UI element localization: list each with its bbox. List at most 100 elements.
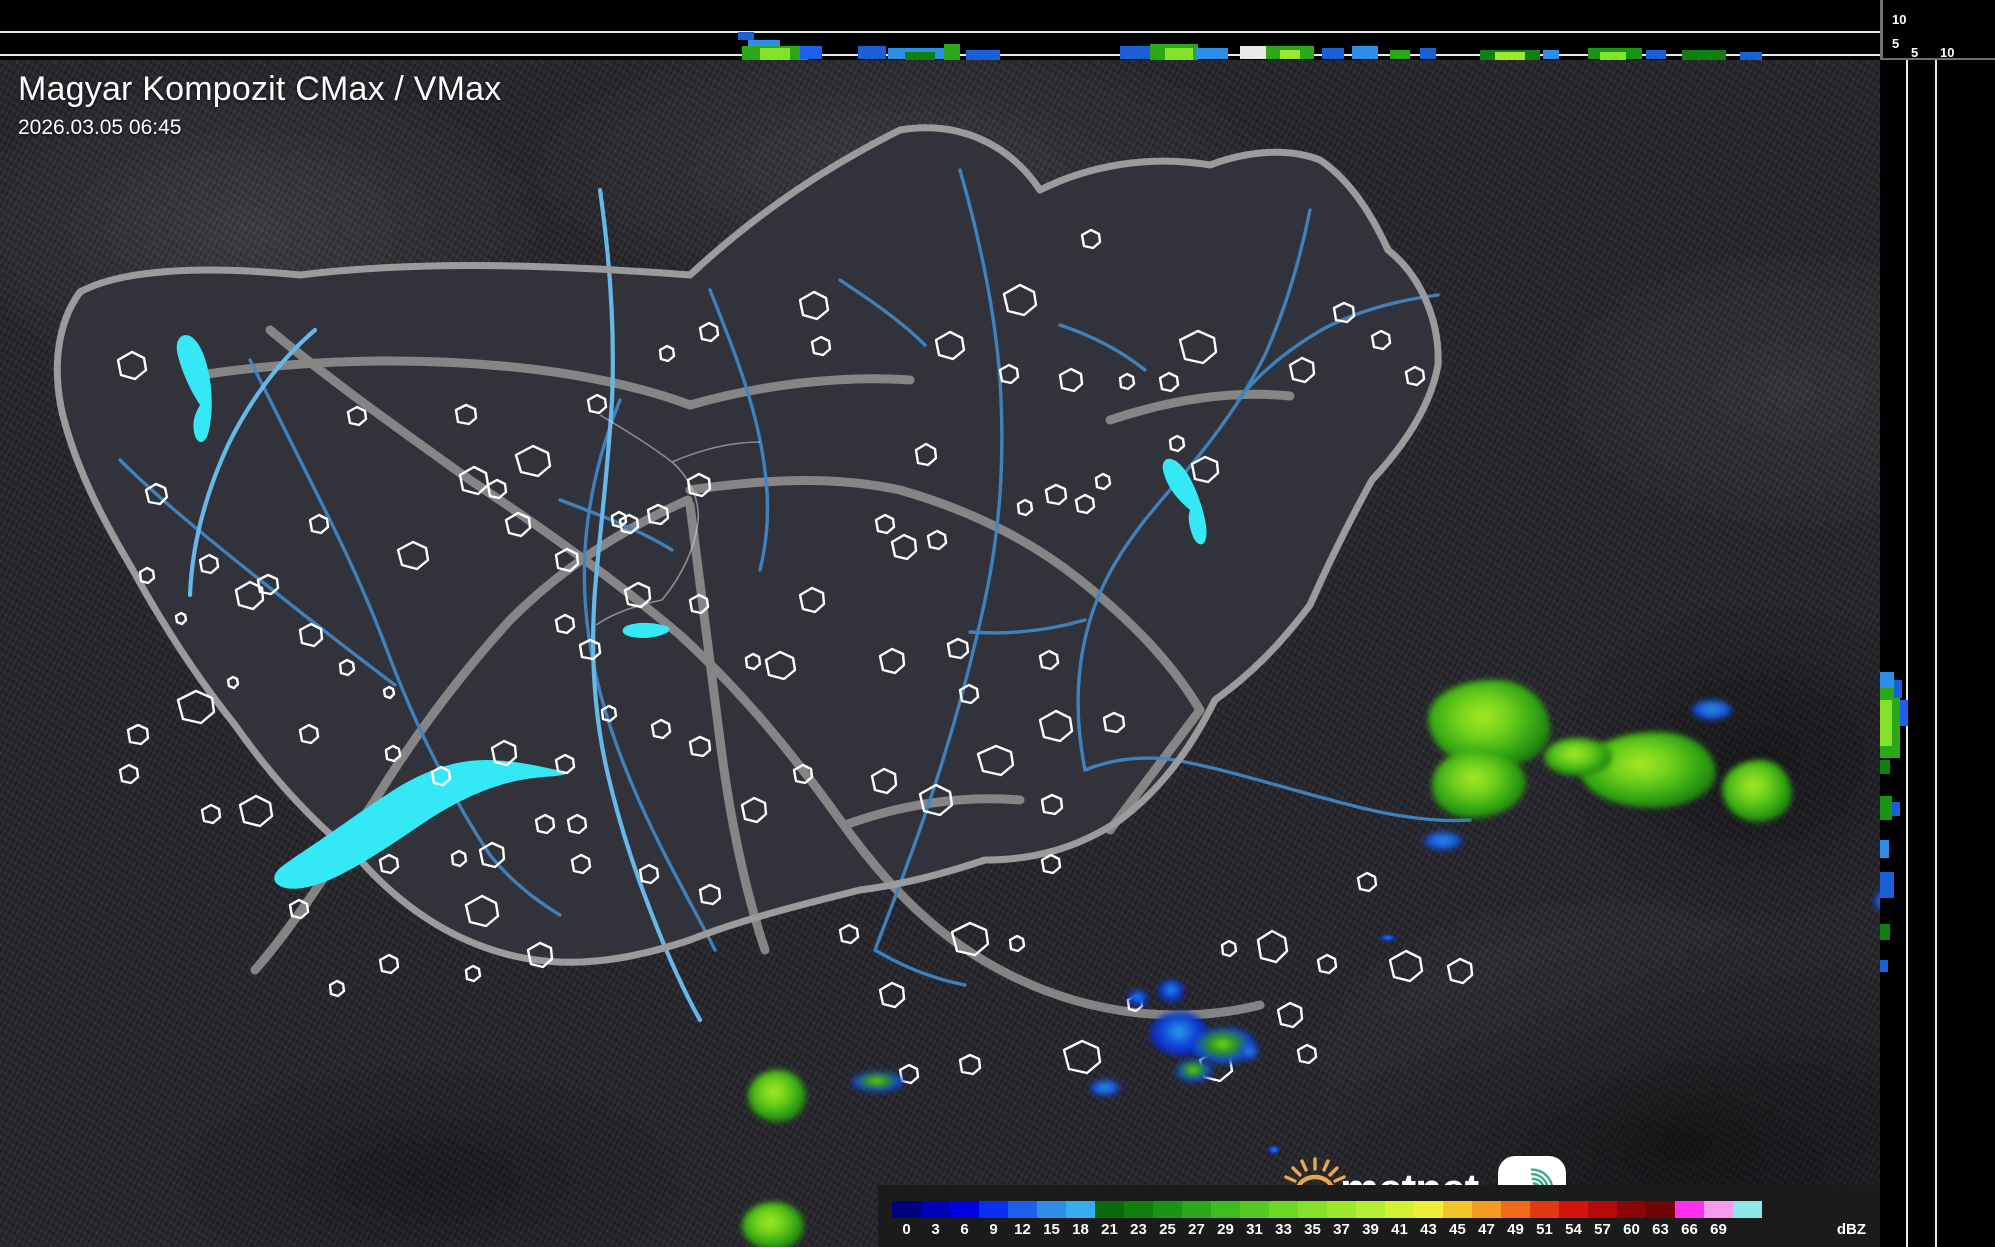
- colorbar-swatch: [1443, 1201, 1472, 1218]
- echo-s-cell-6: [1240, 1045, 1258, 1059]
- colorbar-swatch: [921, 1201, 950, 1218]
- colorbar-swatch: [1327, 1201, 1356, 1218]
- colorbar-tick-label: 3: [931, 1221, 940, 1238]
- colorbar-tick-label: 69: [1710, 1221, 1727, 1238]
- colorbar-tick-label: 31: [1246, 1221, 1263, 1238]
- colorbar-tick-label: 63: [1652, 1221, 1669, 1238]
- colorbar-swatch: [1240, 1201, 1269, 1218]
- echo-se-small-blue-2: [1424, 832, 1462, 850]
- colorbar-swatch: [1153, 1201, 1182, 1218]
- colorbar-gradient: [892, 1201, 1762, 1218]
- timestamp-label: 2026.03.05 06:45: [18, 115, 182, 139]
- colorbar-swatch: [1066, 1201, 1095, 1218]
- lake-layer: [176, 335, 1207, 889]
- lake-tisza: [1162, 458, 1207, 545]
- colorbar-tick-label: 27: [1188, 1221, 1205, 1238]
- colorbar-tick-label: 43: [1420, 1221, 1437, 1238]
- colorbar-swatch: [1182, 1201, 1211, 1218]
- echo-s-cell-3: [1158, 980, 1184, 1002]
- vmax-right-panel: [1880, 60, 1995, 1247]
- colorbar-swatch: [1095, 1201, 1124, 1218]
- colorbar-tick-label: 66: [1681, 1221, 1698, 1238]
- distance-tick-10: 10: [1940, 45, 1955, 60]
- colorbar-tick-label: 15: [1043, 1221, 1060, 1238]
- colorbar-swatch: [1501, 1201, 1530, 1218]
- colorbar-tick-label: 6: [960, 1221, 969, 1238]
- colorbar-swatch: [1008, 1201, 1037, 1218]
- echo-se-cluster-d: [1544, 738, 1612, 776]
- colorbar-swatch: [1414, 1201, 1443, 1218]
- colorbar-swatch: [1646, 1201, 1675, 1218]
- title-block: Magyar Kompozit CMax / VMax 2026.03.05 0…: [18, 70, 502, 140]
- echo-s-cell-7: [1090, 1080, 1120, 1096]
- colorbar-tick-label: 33: [1275, 1221, 1292, 1238]
- map-vector-layer: [53, 124, 1472, 1023]
- colorbar-ticks: 0 3 6 9 12 15 18 21 23 25 27 29 31 33 35 37 39 41 43 45 47 49…: [878, 1221, 1880, 1243]
- colorbar-swatch: [1704, 1201, 1733, 1218]
- colorbar-swatch: [1385, 1201, 1414, 1218]
- echo-far-south-cell: [748, 1070, 806, 1122]
- echo-speck-2: [1268, 1146, 1280, 1154]
- colorbar-swatch: [1588, 1201, 1617, 1218]
- colorbar-tick-label: 49: [1507, 1221, 1524, 1238]
- colorbar-swatch: [950, 1201, 979, 1218]
- distance-tick-5: 5: [1911, 45, 1919, 60]
- colorbar-tick-label: 47: [1478, 1221, 1495, 1238]
- colorbar-tick-label: 51: [1536, 1221, 1553, 1238]
- colorbar-swatch: [1675, 1201, 1704, 1218]
- vmax-top-panel: [0, 0, 1880, 60]
- colorbar-swatch: [1124, 1201, 1153, 1218]
- colorbar-tick-label: 29: [1217, 1221, 1234, 1238]
- county-border-layer: [595, 414, 761, 626]
- echo-far-south-cell-2: [742, 1202, 804, 1247]
- lake-velencei: [622, 622, 670, 639]
- colorbar-swatch: [1472, 1201, 1501, 1218]
- echo-se-cluster-b: [1432, 750, 1526, 818]
- major-river-layer: [187, 187, 703, 1023]
- colorbar-tick-label: 41: [1391, 1221, 1408, 1238]
- radar-map[interactable]: Magyar Kompozit CMax / VMax 2026.03.05 0…: [0, 60, 1880, 1247]
- colorbar-tick-label: 54: [1565, 1221, 1582, 1238]
- colorbar-swatch: [1617, 1201, 1646, 1218]
- settlement-layer: [116, 228, 1474, 1085]
- colorbar-tick-label: 45: [1449, 1221, 1466, 1238]
- echo-se-small-blue-1: [1692, 700, 1732, 720]
- echo-speck-1: [1380, 935, 1396, 941]
- river-layer: [118, 168, 1472, 987]
- colorbar-tick-label: 25: [1159, 1221, 1176, 1238]
- dbz-colorbar: 0 3 6 9 12 15 18 21 23 25 27 29 31 33 35 37 39 41 43 45 47 49…: [878, 1185, 1880, 1247]
- echo-south-fringe: [852, 1072, 904, 1092]
- colorbar-tick-label: 37: [1333, 1221, 1350, 1238]
- colorbar-swatch: [1037, 1201, 1066, 1218]
- height-tick-5: 5: [1892, 36, 1900, 51]
- colorbar-swatch: [1211, 1201, 1240, 1218]
- country-border: [53, 124, 1442, 966]
- colorbar-tick-label: 0: [902, 1221, 911, 1238]
- colorbar-tick-label: 9: [989, 1221, 998, 1238]
- colorbar-tick-label: 35: [1304, 1221, 1321, 1238]
- height-tick-10: 10: [1892, 12, 1907, 27]
- panel-divider-horizontal: [1880, 58, 1995, 61]
- colorbar-swatch: [892, 1201, 921, 1218]
- page-title: Magyar Kompozit CMax / VMax: [18, 70, 502, 108]
- echo-s-cell-5: [1128, 990, 1148, 1006]
- colorbar-tick-label: 23: [1130, 1221, 1147, 1238]
- motorway-layer: [195, 325, 1295, 1020]
- colorbar-swatch: [1530, 1201, 1559, 1218]
- colorbar-tick-label: 18: [1072, 1221, 1089, 1238]
- colorbar-swatch: [1269, 1201, 1298, 1218]
- echo-s-cell-4: [1176, 1060, 1212, 1082]
- colorbar-swatch: [1733, 1201, 1762, 1218]
- colorbar-tick-label: 39: [1362, 1221, 1379, 1238]
- colorbar-tick-label: 12: [1014, 1221, 1031, 1238]
- colorbar-tick-label: 21: [1101, 1221, 1118, 1238]
- colorbar-swatch: [1356, 1201, 1385, 1218]
- colorbar-swatch: [1298, 1201, 1327, 1218]
- echo-se-small-blue-3: [1874, 890, 1880, 912]
- colorbar-unit-label: dBZ: [1836, 1221, 1866, 1238]
- colorbar-tick-label: 60: [1623, 1221, 1640, 1238]
- lake-balaton: [274, 760, 566, 889]
- echo-se-cluster-e: [1722, 760, 1792, 822]
- vmax-axis-corner: 10 5 5 10: [1880, 0, 1995, 60]
